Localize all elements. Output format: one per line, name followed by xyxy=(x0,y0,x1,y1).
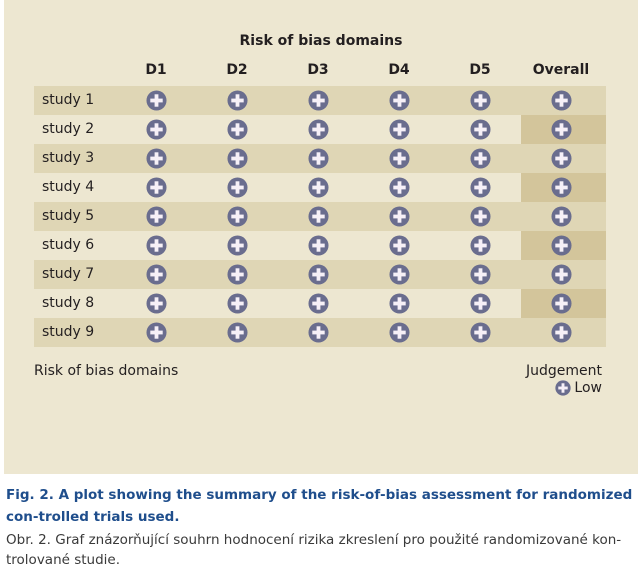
plus-icon xyxy=(226,235,248,256)
plus-icon xyxy=(550,293,572,314)
plus-icon xyxy=(145,322,167,343)
table-row: study 3 xyxy=(34,144,606,173)
plus-icon xyxy=(145,90,167,111)
plus-icon xyxy=(388,235,410,256)
plus-icon xyxy=(550,322,572,343)
study-label: study 5 xyxy=(42,208,95,224)
plus-icon xyxy=(145,119,167,140)
risk-of-bias-panel: Risk of bias domains D1 D2 D3 D4 D5 Overall s… xyxy=(4,0,638,474)
plus-icon xyxy=(469,119,491,140)
plus-icon xyxy=(469,293,491,314)
plus-icon xyxy=(226,206,248,227)
plus-icon xyxy=(550,235,572,256)
plus-icon xyxy=(388,264,410,285)
plus-icon xyxy=(550,264,572,285)
table-row: study 5 xyxy=(34,202,606,231)
plus-icon xyxy=(307,119,329,140)
table-row: study 1 xyxy=(34,86,606,115)
plus-icon xyxy=(307,264,329,285)
plus-icon xyxy=(550,177,572,198)
caption-title: Fig. 2. A plot showing the summary of th… xyxy=(6,487,633,525)
panel-title: Risk of bias domains xyxy=(239,33,403,49)
plus-icon xyxy=(226,148,248,169)
plus-icon xyxy=(226,177,248,198)
legend-item-label: Low xyxy=(574,380,602,396)
study-label: study 2 xyxy=(42,121,95,137)
plus-icon xyxy=(469,235,491,256)
plus-icon xyxy=(307,90,329,111)
plus-icon xyxy=(388,293,410,314)
plus-icon xyxy=(145,148,167,169)
study-label: study 8 xyxy=(42,295,95,311)
plus-icon xyxy=(469,177,491,198)
column-header-overall: Overall xyxy=(532,62,590,78)
table-row: study 6 xyxy=(34,231,606,260)
table-row: study 8 xyxy=(34,289,606,318)
study-label: study 6 xyxy=(42,237,95,253)
study-label: study 4 xyxy=(42,179,95,195)
plus-icon xyxy=(550,119,572,140)
table-row: study 9 xyxy=(34,318,606,347)
study-label: study 9 xyxy=(42,324,95,340)
plus-icon xyxy=(388,322,410,343)
plus-icon xyxy=(307,235,329,256)
plus-icon xyxy=(469,206,491,227)
footer-label: Risk of bias domains xyxy=(34,363,179,379)
plus-icon xyxy=(226,293,248,314)
study-label: study 7 xyxy=(42,266,95,282)
plus-icon xyxy=(226,119,248,140)
plus-icon xyxy=(307,322,329,343)
table-row: study 7 xyxy=(34,260,606,289)
study-label: study 1 xyxy=(42,92,95,108)
study-label: study 3 xyxy=(42,150,95,166)
plus-icon xyxy=(145,235,167,256)
plus-icon xyxy=(226,264,248,285)
column-header-d4: D4 xyxy=(388,62,410,78)
plus-icon xyxy=(307,293,329,314)
plus-icon xyxy=(388,119,410,140)
caption-text: Obr. 2. Graf znázorňující souhrn hodnoce… xyxy=(6,532,622,568)
plus-icon xyxy=(226,90,248,111)
plus-icon xyxy=(388,177,410,198)
plus-icon xyxy=(550,148,572,169)
plus-icon xyxy=(550,90,572,111)
plus-icon xyxy=(469,322,491,343)
table-row: study 2 xyxy=(34,115,606,144)
column-header-d1: D1 xyxy=(145,62,167,78)
legend-item-low: Low xyxy=(555,380,602,396)
table-row: study 4 xyxy=(34,173,606,202)
plus-icon xyxy=(555,380,572,396)
legend-title: Judgement xyxy=(525,363,602,379)
plus-icon xyxy=(145,264,167,285)
plus-icon xyxy=(307,206,329,227)
column-header-d2: D2 xyxy=(226,62,248,78)
plus-icon xyxy=(388,90,410,111)
plus-icon xyxy=(145,293,167,314)
column-header-d5: D5 xyxy=(469,62,491,78)
plus-icon xyxy=(469,148,491,169)
plus-icon xyxy=(388,206,410,227)
plus-icon xyxy=(469,264,491,285)
plus-icon xyxy=(469,90,491,111)
plus-icon xyxy=(388,148,410,169)
column-header-d3: D3 xyxy=(307,62,329,78)
plus-icon xyxy=(307,148,329,169)
plus-icon xyxy=(145,177,167,198)
plus-icon xyxy=(226,322,248,343)
plus-icon xyxy=(307,177,329,198)
plus-icon xyxy=(145,206,167,227)
plus-icon xyxy=(550,206,572,227)
